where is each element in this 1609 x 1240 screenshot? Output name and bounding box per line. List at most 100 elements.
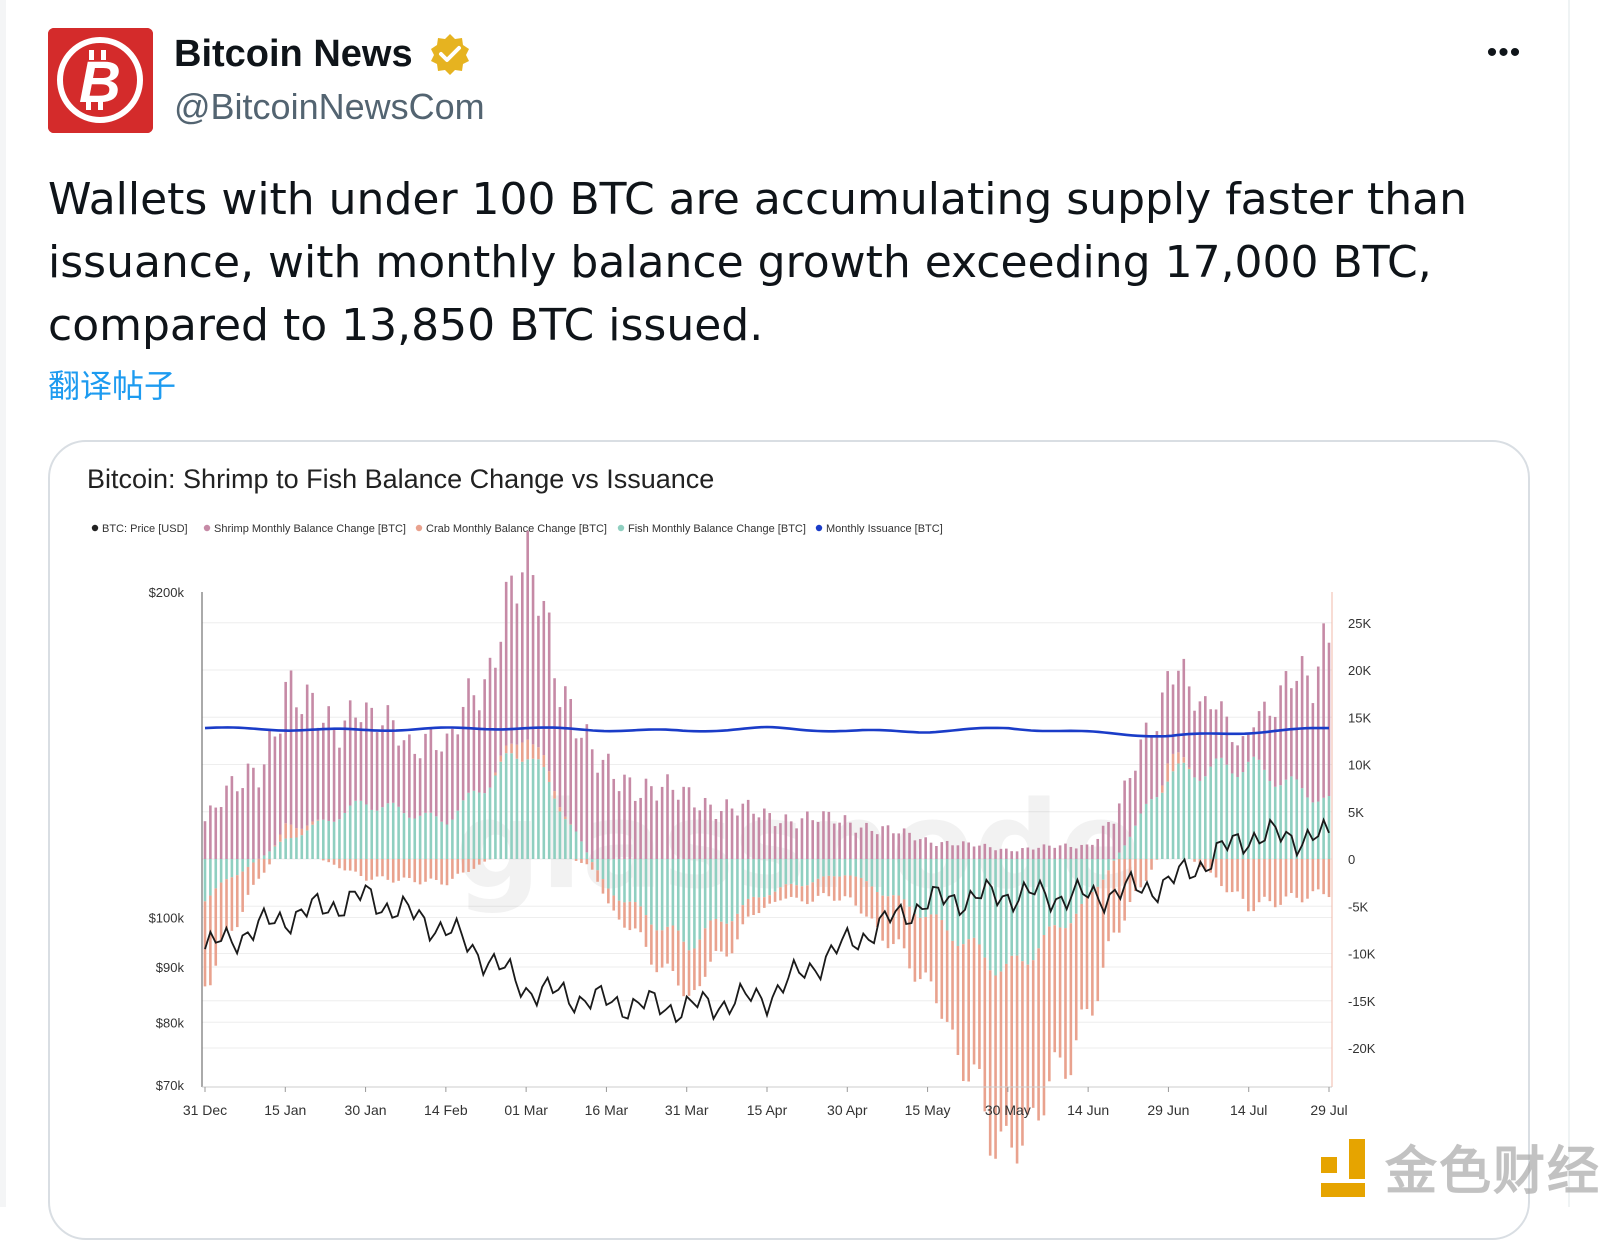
shrimp-bar [1160, 692, 1164, 786]
shrimp-bar [305, 684, 309, 826]
fish-bar [822, 859, 825, 877]
shrimp-bar [650, 786, 653, 859]
crab-bar [859, 877, 863, 914]
crab-bar [424, 859, 427, 882]
crab-bar [1273, 859, 1277, 908]
crab-bar [456, 859, 460, 874]
shrimp-bar [1134, 770, 1137, 826]
shrimp-bar [542, 600, 546, 756]
fish-bar [789, 859, 793, 884]
author-handle[interactable]: @BitcoinNewsCom [174, 86, 485, 127]
shrimp-bar [219, 807, 223, 859]
shrimp-bar [961, 841, 965, 859]
shrimp-bar [1193, 710, 1196, 778]
chart-card[interactable]: Bitcoin: Shrimp to Fish Balance Change v… [48, 440, 1530, 1240]
shrimp-bar [822, 811, 825, 859]
crab-bar [741, 905, 745, 925]
x-tick-label: 14 Feb [424, 1102, 468, 1118]
y-right-tick-label: 20K [1348, 663, 1371, 678]
crab-bar [596, 870, 599, 882]
crab-bar [1295, 859, 1299, 898]
fish-bar [209, 859, 212, 896]
fish-bar [768, 859, 771, 896]
shrimp-bar [429, 728, 433, 813]
fish-bar [332, 821, 336, 859]
fish-bar [510, 753, 513, 859]
shrimp-bar [1290, 688, 1293, 777]
crab-bar [295, 828, 298, 838]
fish-bar [316, 820, 320, 859]
shrimp-bar [795, 828, 798, 859]
shrimp-bar [585, 724, 589, 853]
shrimp-bar [262, 764, 266, 856]
translate-post-link[interactable]: 翻译帖子 [48, 367, 177, 405]
crab-bar [477, 859, 481, 865]
shrimp-bar [1295, 680, 1299, 780]
author-name[interactable]: Bitcoin News [174, 33, 413, 75]
shrimp-bar [477, 710, 481, 793]
fish-bar [1236, 776, 1239, 859]
shrimp-bar [375, 732, 379, 811]
more-options-icon[interactable]: ••• [1486, 36, 1522, 69]
fish-bar [1074, 859, 1078, 914]
fish-bar [596, 859, 599, 871]
shrimp-bar [693, 807, 696, 859]
shrimp-bar [209, 805, 212, 859]
crab-bar [1031, 960, 1035, 1108]
shrimp-bar [424, 733, 427, 813]
fish-bar [408, 817, 411, 859]
crab-bar [268, 859, 271, 865]
shrimp-bar [1144, 722, 1148, 804]
shrimp-bar [418, 758, 422, 816]
crab-bar [1214, 859, 1218, 878]
x-tick-label: 14 Jul [1230, 1102, 1267, 1118]
crab-bar [650, 924, 653, 965]
fish-bar [1155, 797, 1159, 859]
fish-bar [1080, 859, 1083, 904]
crab-bar [531, 744, 535, 759]
fish-bar [483, 793, 486, 859]
shrimp-bar [827, 811, 831, 859]
fish-bar [709, 859, 712, 921]
crab-bar [1139, 859, 1143, 888]
fish-bar [676, 859, 680, 931]
fish-bar [1134, 825, 1137, 859]
crab-bar [402, 859, 406, 878]
avatar[interactable]: B [48, 28, 153, 133]
fish-bar [660, 859, 664, 931]
crab-bar [564, 816, 567, 820]
shrimp-bar [1166, 671, 1169, 764]
crab-bar [988, 970, 992, 1156]
fish-bar [1198, 780, 1202, 859]
fish-bar [633, 859, 637, 903]
crab-bar [736, 913, 739, 940]
fish-bar [1241, 772, 1245, 859]
fish-bar [1322, 797, 1325, 859]
fish-bar [617, 859, 621, 901]
shrimp-bar [859, 827, 863, 859]
shrimp-bar [461, 706, 465, 801]
shrimp-bar [752, 813, 755, 859]
legend-marker-1 [203, 524, 211, 532]
crab-bar [644, 915, 648, 947]
shrimp-bar [494, 667, 497, 773]
crab-bar [370, 859, 374, 880]
fish-bar [1031, 859, 1035, 961]
fish-bar [488, 787, 492, 859]
crab-bar [434, 859, 438, 880]
shrimp-bar [348, 700, 352, 806]
shrimp-bar [456, 734, 460, 811]
shrimp-bar [736, 815, 739, 859]
shrimp-bar [235, 791, 239, 859]
fish-bar [1204, 776, 1207, 859]
shrimp-bar [741, 803, 745, 859]
shrimp-bar [225, 785, 228, 859]
crab-bar [999, 971, 1003, 1132]
crab-bar [972, 937, 976, 1065]
crab-bar [418, 859, 422, 885]
crab-bar [338, 859, 341, 869]
crab-bar [832, 876, 836, 901]
shrimp-bar [445, 733, 449, 825]
y-right-tick-label: -15K [1348, 994, 1376, 1009]
shrimp-bar [252, 767, 255, 859]
